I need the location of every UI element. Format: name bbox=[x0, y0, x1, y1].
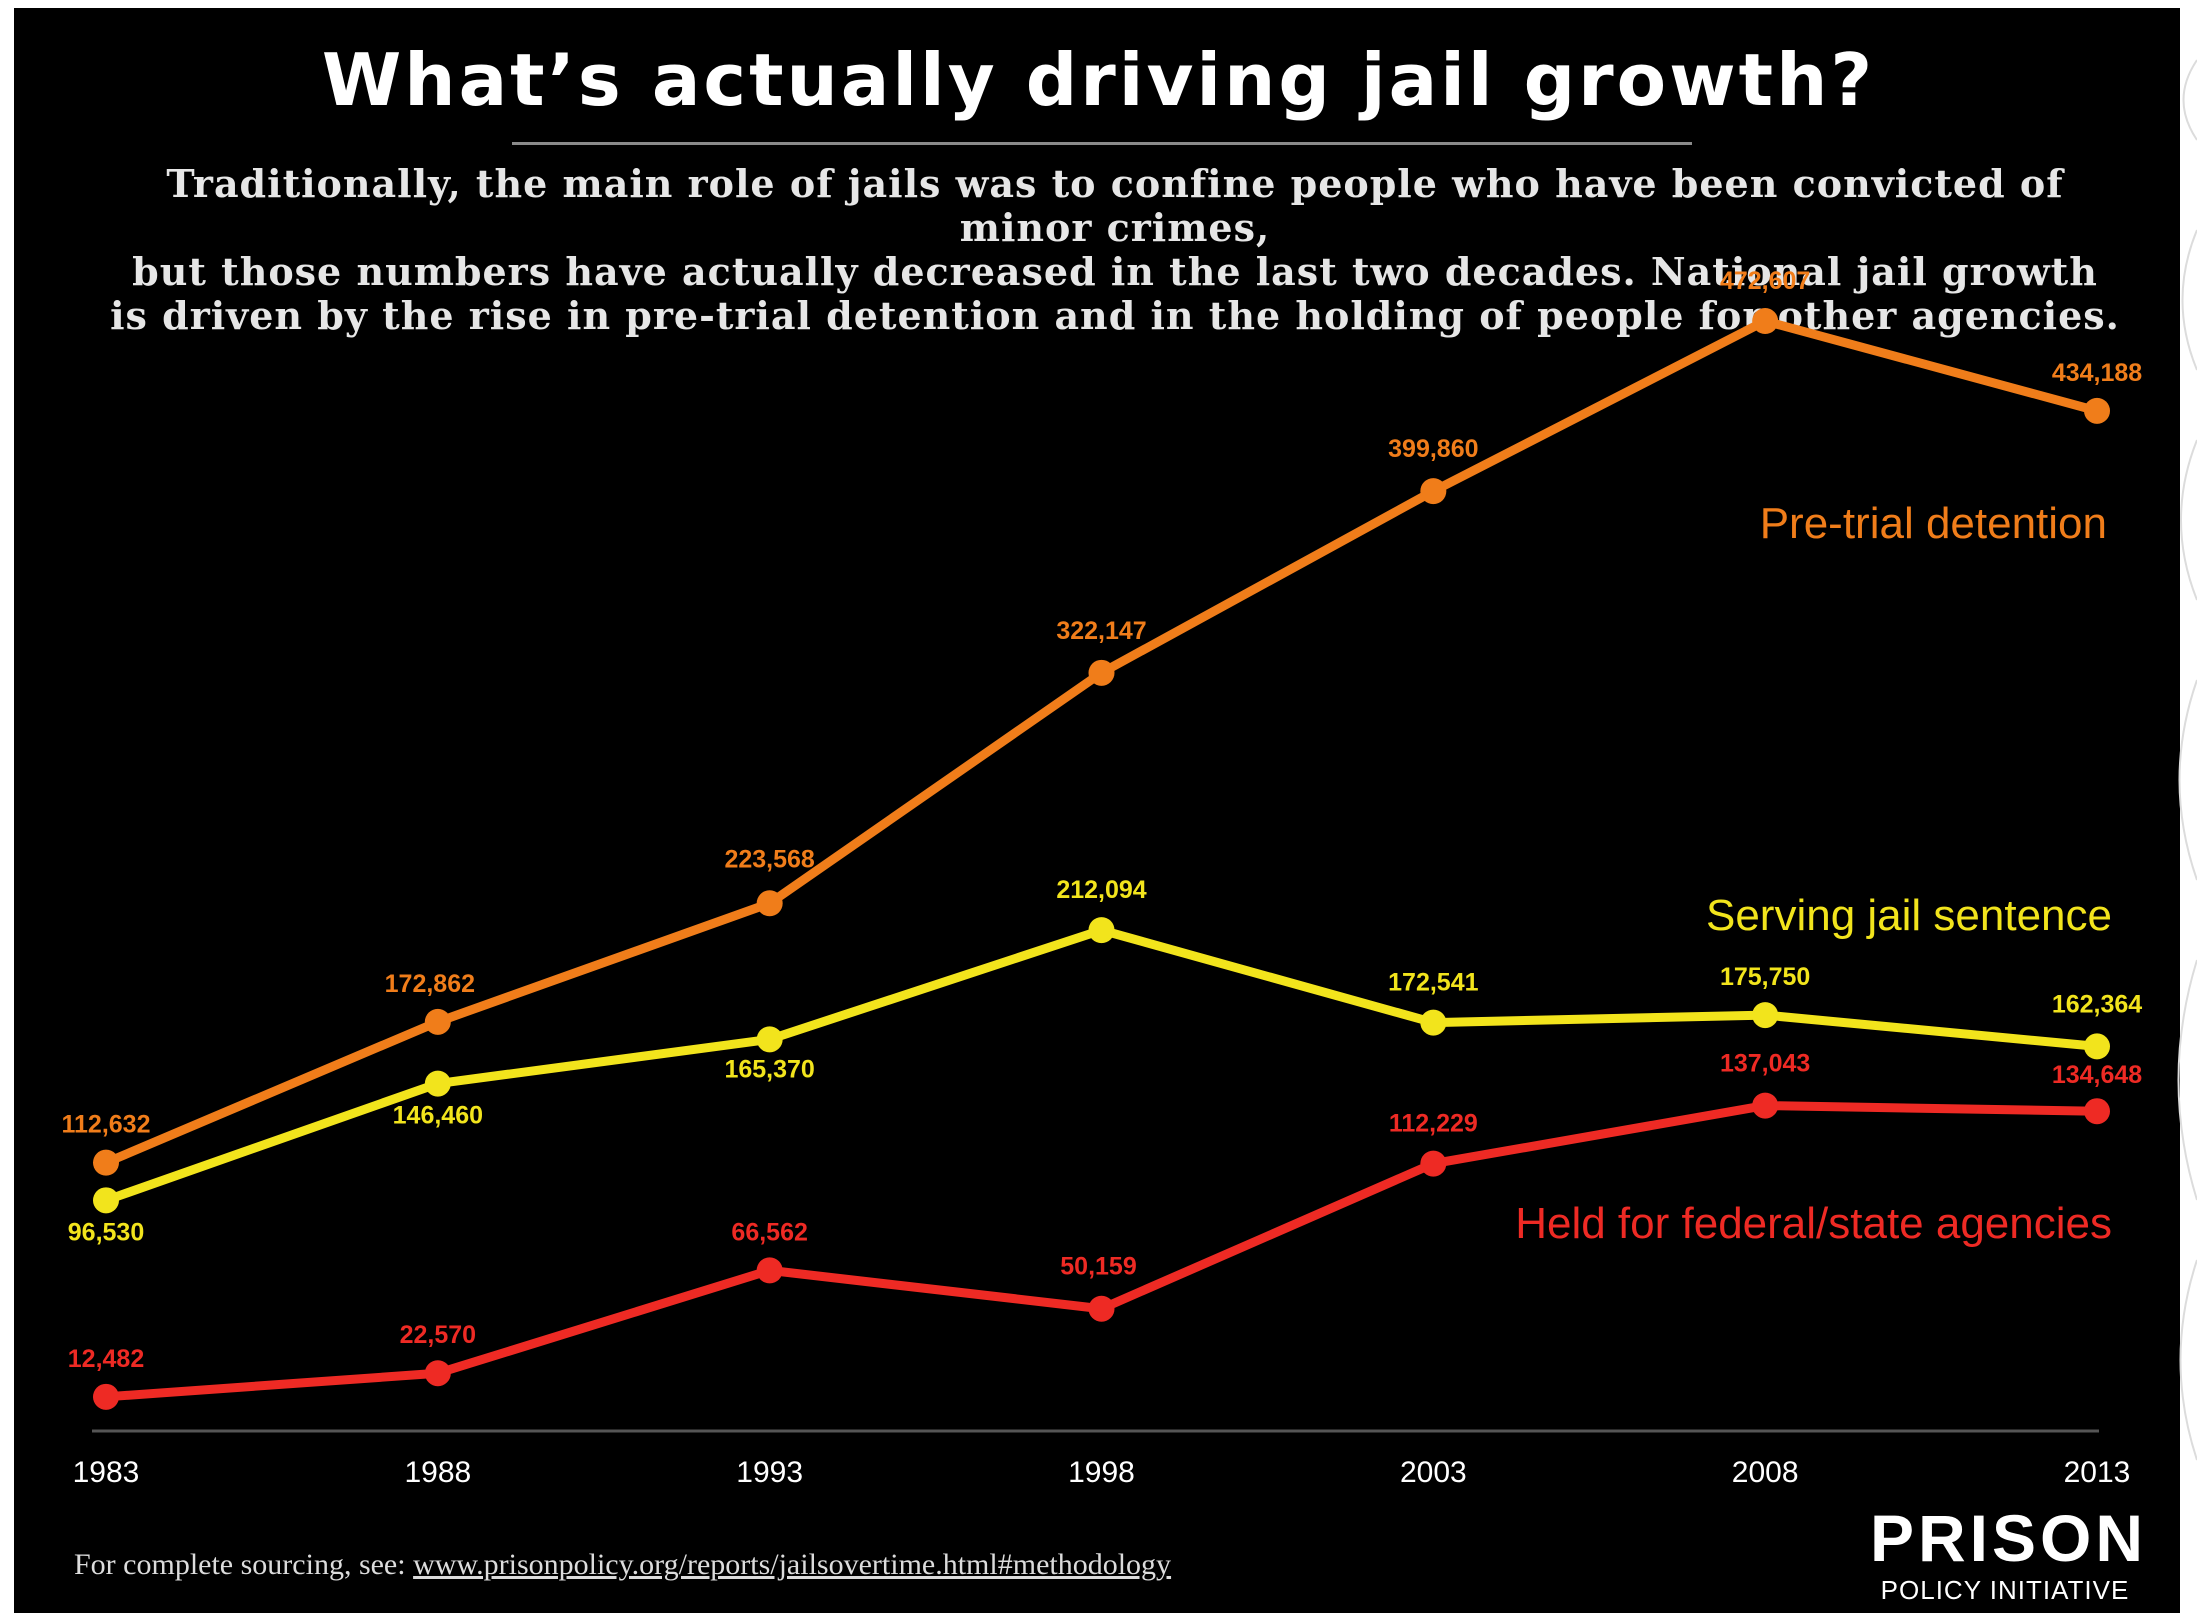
x-tick-label: 2013 bbox=[2064, 1456, 2131, 1489]
data-point bbox=[1752, 1002, 1779, 1029]
data-label: 134,648 bbox=[2052, 1061, 2142, 1089]
data-point bbox=[1088, 1295, 1115, 1322]
series-label: Held for federal/state agencies bbox=[1515, 1199, 2112, 1248]
subtitle-line: but those numbers have actually decrease… bbox=[132, 249, 2098, 294]
data-point bbox=[2084, 1098, 2110, 1125]
x-tick-label: 2003 bbox=[1400, 1456, 1467, 1489]
data-label: 112,229 bbox=[1389, 1110, 1478, 1138]
prison-policy-logo: PRISON POLICY INITIATIVE bbox=[1870, 1501, 2148, 1606]
logo-line-2: POLICY INITIATIVE bbox=[1880, 1575, 2130, 1605]
decorative-curves bbox=[2177, 59, 2197, 1461]
data-point bbox=[424, 1070, 451, 1097]
data-label: 172,862 bbox=[385, 970, 475, 998]
data-label: 472,607 bbox=[1720, 267, 1810, 295]
x-tick-label: 1998 bbox=[1068, 1456, 1135, 1489]
data-point bbox=[1752, 1092, 1779, 1119]
data-label: 223,568 bbox=[724, 845, 814, 873]
data-label: 146,460 bbox=[393, 1102, 483, 1130]
data-point bbox=[424, 1360, 451, 1387]
data-label: 162,364 bbox=[2052, 990, 2142, 1018]
data-point bbox=[2084, 397, 2110, 424]
data-point bbox=[93, 1383, 119, 1410]
logo-line-1: PRISON bbox=[1870, 1501, 2148, 1575]
series-label: Serving jail sentence bbox=[1706, 891, 2112, 940]
chart-background bbox=[14, 8, 2180, 1613]
data-label: 112,632 bbox=[62, 1111, 151, 1139]
title-divider bbox=[512, 142, 1692, 145]
data-label: 322,147 bbox=[1056, 617, 1146, 645]
series-line bbox=[101, 1101, 2102, 1402]
chart-title: What’s actually driving jail growth? bbox=[321, 38, 1876, 122]
data-label: 66,562 bbox=[731, 1218, 807, 1246]
data-point bbox=[1420, 1150, 1447, 1177]
sourcing-link[interactable]: www.prisonpolicy.org/reports/jailsoverti… bbox=[413, 1548, 1172, 1581]
data-label: 50,159 bbox=[1060, 1253, 1136, 1281]
data-label: 96,530 bbox=[68, 1218, 144, 1246]
data-label: 212,094 bbox=[1056, 876, 1146, 904]
data-point bbox=[1088, 659, 1115, 686]
data-label: 175,750 bbox=[1720, 963, 1810, 991]
data-label: 172,541 bbox=[1388, 969, 1478, 997]
x-tick-label: 1983 bbox=[73, 1456, 140, 1489]
data-point bbox=[1420, 478, 1447, 505]
series-label: Pre-trial detention bbox=[1760, 499, 2107, 548]
data-point bbox=[93, 1187, 119, 1214]
data-point bbox=[756, 1257, 783, 1284]
series-line bbox=[101, 316, 2102, 1168]
data-label: 22,570 bbox=[400, 1321, 476, 1349]
sourcing-prefix: For complete sourcing, see: bbox=[74, 1548, 406, 1581]
data-point bbox=[756, 890, 783, 917]
chart-subtitle: Traditionally, the main role of jails wa… bbox=[100, 162, 2130, 338]
data-label: 399,860 bbox=[1388, 435, 1478, 463]
data-point bbox=[756, 1026, 783, 1053]
data-point bbox=[2084, 1033, 2110, 1060]
data-label: 12,482 bbox=[68, 1345, 144, 1373]
x-tick-label: 1993 bbox=[736, 1456, 803, 1489]
data-point bbox=[1752, 308, 1779, 335]
data-label: 137,043 bbox=[1720, 1050, 1810, 1078]
data-point bbox=[93, 1149, 119, 1176]
data-point bbox=[1420, 1009, 1447, 1036]
data-point bbox=[424, 1008, 451, 1035]
data-label: 434,188 bbox=[2052, 359, 2142, 387]
sourcing-note: For complete sourcing, see: www.prisonpo… bbox=[74, 1548, 1171, 1582]
x-tick-label: 1988 bbox=[404, 1456, 471, 1489]
x-tick-label: 2008 bbox=[1732, 1456, 1799, 1489]
data-point bbox=[1088, 917, 1115, 944]
subtitle-line: Traditionally, the main role of jails wa… bbox=[166, 161, 2064, 250]
data-label: 165,370 bbox=[724, 1055, 814, 1083]
